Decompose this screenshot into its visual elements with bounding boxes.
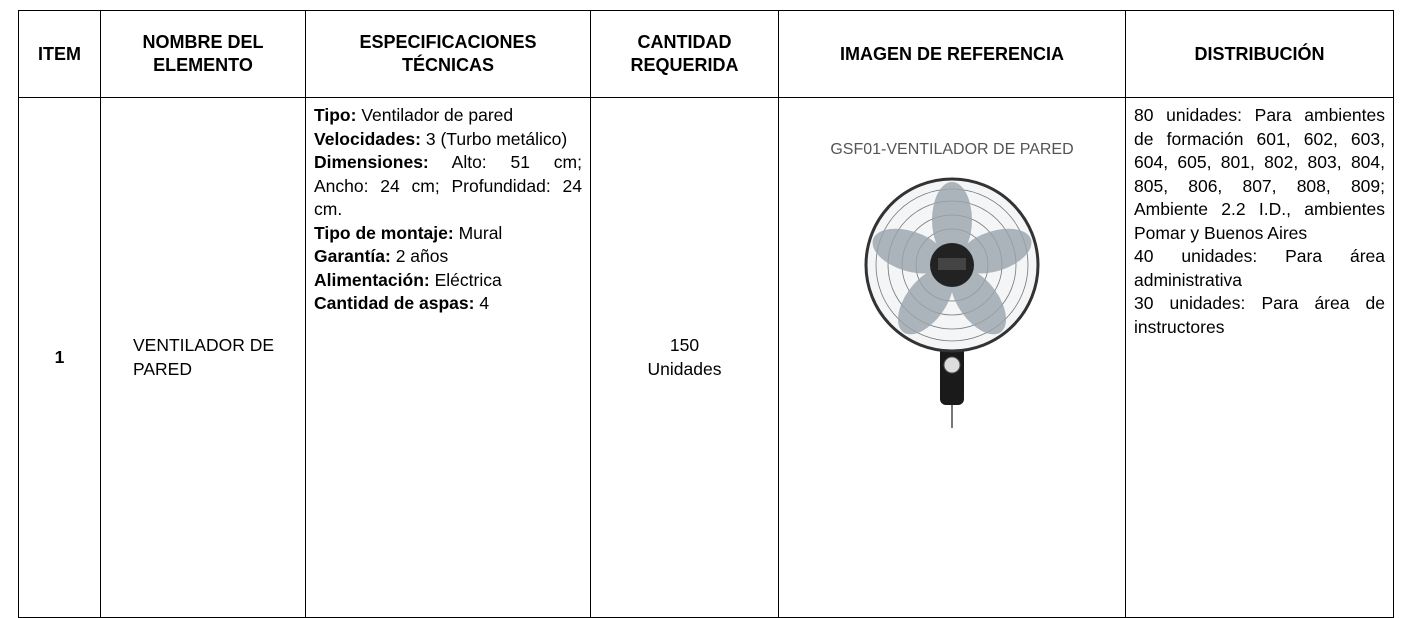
specs-cell: Tipo: Ventilador de pared Velocidades: 3 …	[305, 97, 591, 618]
name-cell: VENTILADOR DE PARED	[100, 97, 306, 618]
page: ITEM NOMBRE DEL ELEMENTO ESPECIFICACIONE…	[18, 10, 1394, 618]
spec-line: Alimentación: Eléctrica	[314, 269, 582, 293]
spec-value: 3 (Turbo metálico)	[425, 128, 568, 149]
spec-label: Garantía:	[314, 246, 391, 266]
data-row: 1 VENTILADOR DE PARED Tipo: Ventilador d…	[18, 97, 1394, 618]
header-cell: ESPECIFICACIONES TÉCNICAS	[305, 10, 591, 98]
spec-value: 4	[479, 293, 490, 313]
spec-label: Alimentación:	[314, 269, 430, 290]
header-row: ITEM NOMBRE DEL ELEMENTO ESPECIFICACIONE…	[18, 10, 1394, 98]
spec-label: Tipo de montaje:	[314, 222, 454, 243]
spec-line: Cantidad de aspas: 4	[314, 292, 582, 316]
fan-image	[864, 177, 1040, 428]
spec-value: 2 años	[395, 246, 449, 266]
spec-label: Dimensiones:	[314, 152, 429, 172]
distribution-line: 30 unidades: Para área de instructores	[1134, 293, 1385, 337]
spec-value: Eléctrica	[434, 269, 502, 290]
header-cell: IMAGEN DE REFERENCIA	[778, 10, 1126, 98]
spec-table: ITEM NOMBRE DEL ELEMENTO ESPECIFICACIONE…	[18, 10, 1394, 618]
image-caption: GSF01-VENTILADOR DE PARED	[830, 141, 1074, 158]
spec-line: Dimensiones: Alto: 51 cm; Ancho: 24 cm; …	[314, 151, 582, 222]
spec-label: Velocidades:	[314, 128, 421, 149]
distribution-line: 80 unidades: Para ambientes de formación…	[1134, 105, 1385, 243]
item-cell: 1	[18, 97, 101, 618]
header-cell: CANTIDAD REQUERIDA	[590, 10, 779, 98]
quantity-cell: 150 Unidades	[590, 97, 779, 618]
spec-label: Cantidad de aspas:	[314, 293, 475, 313]
spec-line: Velocidades: 3 (Turbo metálico)	[314, 128, 582, 152]
spec-value: Mural	[458, 222, 503, 243]
header-cell: NOMBRE DEL ELEMENTO	[100, 10, 306, 98]
spec-line: Tipo: Ventilador de pared	[314, 104, 582, 128]
spec-line: Garantía: 2 años	[314, 245, 582, 269]
spec-line: Tipo de montaje: Mural	[314, 222, 582, 246]
header-cell: DISTRIBUCIÓN	[1125, 10, 1394, 98]
spec-value: Alto: 51 cm; Ancho: 24 cm; Profundidad: …	[314, 152, 582, 219]
spec-label: Tipo:	[314, 105, 357, 125]
spec-value: Ventilador de pared	[361, 105, 514, 125]
distribution-cell: 80 unidades: Para ambientes de formación…	[1125, 97, 1394, 618]
image-cell: GSF01-VENTILADOR DE PARED	[778, 97, 1126, 618]
header-cell: ITEM	[18, 10, 101, 98]
distribution-line: 40 unidades: Para área administrativa	[1134, 246, 1385, 290]
